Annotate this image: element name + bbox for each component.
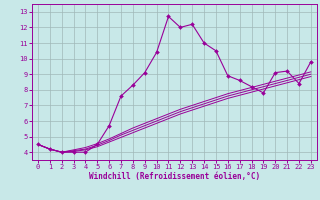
X-axis label: Windchill (Refroidissement éolien,°C): Windchill (Refroidissement éolien,°C) bbox=[89, 172, 260, 181]
